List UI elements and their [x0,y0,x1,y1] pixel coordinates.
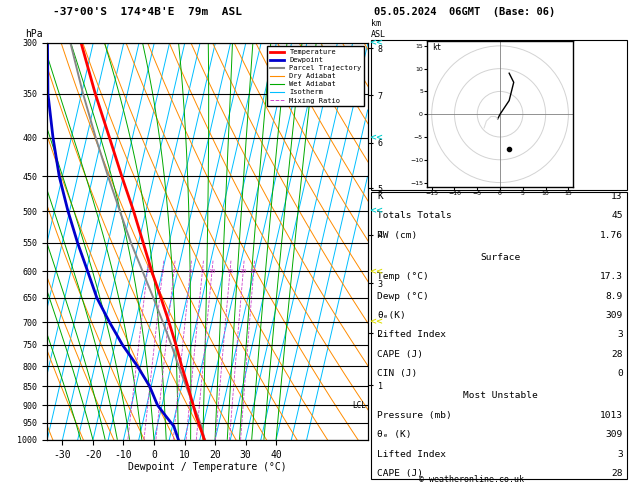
X-axis label: Dewpoint / Temperature (°C): Dewpoint / Temperature (°C) [128,462,287,472]
Text: K: K [377,192,383,201]
Text: PW (cm): PW (cm) [377,231,418,240]
Text: 25: 25 [250,269,257,274]
Text: Most Unstable: Most Unstable [463,391,537,400]
Text: -37°00'S  174°4B'E  79m  ASL: -37°00'S 174°4B'E 79m ASL [53,7,242,17]
Text: 309: 309 [606,311,623,320]
Text: Dewp (°C): Dewp (°C) [377,292,429,301]
Text: 3: 3 [161,269,165,274]
Text: © weatheronline.co.uk: © weatheronline.co.uk [420,474,524,484]
Text: 28: 28 [611,350,623,359]
Text: <<: << [369,267,383,276]
Text: 6: 6 [189,269,192,274]
Text: kt: kt [431,43,441,52]
Text: 05.05.2024  06GMT  (Base: 06): 05.05.2024 06GMT (Base: 06) [374,7,555,17]
Text: 309: 309 [606,430,623,439]
Text: 4: 4 [172,269,175,274]
Text: Pressure (mb): Pressure (mb) [377,411,452,420]
Text: CAPE (J): CAPE (J) [377,350,423,359]
Text: θₑ (K): θₑ (K) [377,430,412,439]
Text: Surface: Surface [480,253,520,262]
Text: <<: << [369,38,383,47]
Text: LCL: LCL [353,400,367,410]
Text: 2: 2 [145,269,149,274]
Text: hPa: hPa [25,29,42,39]
Bar [371,192,627,479]
Text: CIN (J): CIN (J) [377,369,418,379]
Text: 17.3: 17.3 [599,272,623,281]
Text: 10: 10 [208,269,216,274]
Bar [371,40,627,190]
Text: <<: << [369,207,383,216]
Text: Lifted Index: Lifted Index [377,330,447,340]
Text: Temp (°C): Temp (°C) [377,272,429,281]
Text: <<: << [369,318,383,327]
Text: 20: 20 [240,269,247,274]
Text: 13: 13 [611,192,623,201]
Text: Lifted Index: Lifted Index [377,450,447,459]
Text: 8: 8 [201,269,204,274]
Text: CAPE (J): CAPE (J) [377,469,423,478]
Text: 28: 28 [611,469,623,478]
Text: 15: 15 [226,269,234,274]
Text: Totals Totals: Totals Totals [377,211,452,221]
Text: 0: 0 [617,369,623,379]
Text: km
ASL: km ASL [371,19,386,39]
Text: 8.9: 8.9 [606,292,623,301]
Text: θₑ(K): θₑ(K) [377,311,406,320]
Legend: Temperature, Dewpoint, Parcel Trajectory, Dry Adiabat, Wet Adiabat, Isotherm, Mi: Temperature, Dewpoint, Parcel Trajectory… [267,46,364,106]
Text: <<: << [369,133,383,142]
Text: 45: 45 [611,211,623,221]
Text: 3: 3 [617,450,623,459]
Text: 1013: 1013 [599,411,623,420]
Text: 3: 3 [617,330,623,340]
Text: 1.76: 1.76 [599,231,623,240]
